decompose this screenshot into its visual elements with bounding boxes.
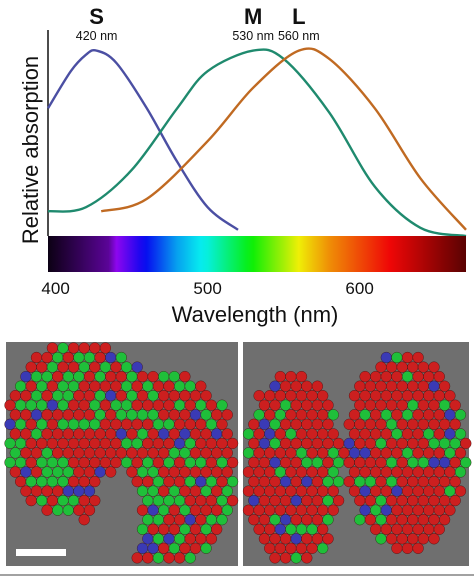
peak-label-l: 560 nm: [278, 29, 320, 43]
series-line-m: [47, 48, 467, 238]
curves: [46, 47, 467, 238]
spectrum-gradient: [48, 236, 466, 272]
scale-bar: [16, 549, 66, 556]
spectrum-bar: [48, 236, 466, 272]
series-line-s: [46, 48, 239, 231]
peak-label-s: 420 nm: [76, 29, 118, 43]
cone-mosaic-panels: [4, 342, 472, 566]
x-axis-label: Wavelength (nm): [172, 302, 339, 327]
series-name-l: L: [292, 4, 305, 29]
series-line-l: [100, 47, 467, 231]
x-tick-400: 400: [41, 279, 69, 298]
x-tick-labels: 400 500 600: [41, 279, 373, 298]
series-name-s: S: [89, 4, 104, 29]
series-name-m: M: [244, 4, 262, 29]
x-tick-500: 500: [193, 279, 221, 298]
x-tick-600: 600: [345, 279, 373, 298]
peak-label-m: 530 nm: [232, 29, 274, 43]
y-axis-label: Relative absorption: [18, 56, 43, 244]
cone-dots: [4, 342, 472, 564]
